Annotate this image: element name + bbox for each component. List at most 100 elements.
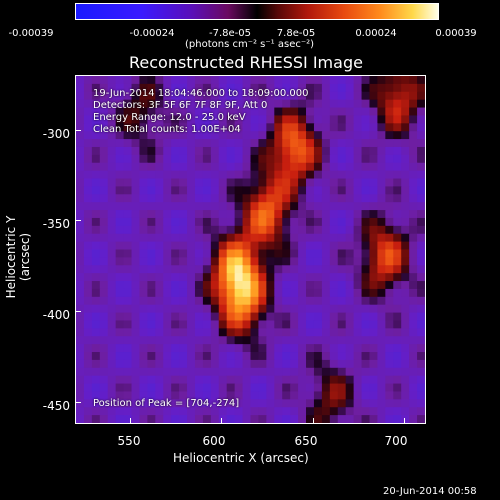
image-pixel <box>115 336 125 345</box>
image-pixel <box>194 210 204 219</box>
image-pixel <box>218 91 228 101</box>
image-pixel <box>369 312 379 322</box>
image-pixel <box>329 249 339 258</box>
image-pixel <box>337 162 347 172</box>
image-pixel <box>234 273 244 282</box>
image-pixel <box>266 162 275 172</box>
image-pixel <box>393 99 402 109</box>
image-pixel <box>115 241 125 251</box>
y-axis-label: Heliocentric Y (arcsec) <box>4 215 32 299</box>
x-tick-label: 650 <box>294 434 318 448</box>
image-pixel <box>226 328 236 337</box>
image-pixel <box>194 273 204 282</box>
image-pixel <box>76 76 85 85</box>
image-pixel <box>163 265 172 274</box>
image-pixel <box>337 91 347 101</box>
image-pixel <box>313 225 323 235</box>
image-pixel <box>274 320 283 329</box>
image-pixel <box>393 194 402 203</box>
image-pixel <box>417 336 425 345</box>
image-pixel <box>218 139 228 148</box>
image-pixel <box>171 178 180 188</box>
image-pixel <box>353 281 363 290</box>
image-pixel <box>171 233 180 243</box>
image-pixel <box>194 225 204 235</box>
image-pixel <box>210 131 220 140</box>
image-pixel <box>83 367 93 377</box>
image-pixel <box>83 99 93 109</box>
image-pixel <box>321 359 331 369</box>
x-tick-label: 600 <box>202 434 226 448</box>
image-pixel <box>409 194 418 203</box>
image-pixel <box>353 304 363 314</box>
image-pixel <box>131 375 141 385</box>
image-pixel <box>369 359 379 369</box>
image-pixel <box>242 281 252 290</box>
image-pixel <box>282 375 291 385</box>
image-pixel <box>123 249 133 258</box>
image-pixel <box>417 415 425 423</box>
image-pixel <box>218 265 228 274</box>
image-pixel <box>266 186 275 195</box>
image-pixel <box>250 76 260 85</box>
image-pixel <box>329 407 339 416</box>
image-pixel <box>385 170 394 180</box>
image-pixel <box>210 359 220 369</box>
image-pixel <box>369 170 379 180</box>
image-pixel <box>377 83 386 93</box>
image-pixel <box>91 352 101 361</box>
image-pixel <box>234 194 244 203</box>
image-pixel <box>321 304 331 314</box>
image-pixel <box>329 320 339 329</box>
image-pixel <box>123 202 133 211</box>
image-pixel <box>377 170 386 180</box>
image-pixel <box>123 83 133 93</box>
image-pixel <box>393 131 402 140</box>
image-pixel <box>282 296 291 306</box>
image-pixel <box>115 146 125 156</box>
image-pixel <box>298 99 307 109</box>
image-pixel <box>401 210 410 219</box>
image-pixel <box>306 225 315 235</box>
image-pixel <box>131 146 141 156</box>
image-pixel <box>194 265 204 274</box>
image-pixel <box>298 76 307 85</box>
image-pixel <box>385 107 394 117</box>
image-pixel <box>274 328 283 337</box>
image-pixel <box>369 344 379 353</box>
image-pixel <box>91 415 101 423</box>
y-tick-label: -400 <box>42 308 70 322</box>
image-pixel <box>147 146 156 156</box>
image-pixel <box>107 257 117 266</box>
image-pixel <box>306 178 315 188</box>
image-pixel <box>345 336 355 345</box>
image-pixel <box>99 328 109 337</box>
image-pixel <box>91 83 101 93</box>
image-pixel <box>250 241 260 251</box>
image-pixel <box>107 328 117 337</box>
image-pixel <box>250 391 260 400</box>
image-pixel <box>202 76 212 85</box>
image-pixel <box>155 233 164 243</box>
image-pixel <box>417 407 425 416</box>
image-pixel <box>91 281 101 290</box>
image-pixel <box>361 257 371 266</box>
image-pixel <box>353 367 363 377</box>
image-pixel <box>385 241 394 251</box>
image-pixel <box>298 249 307 258</box>
image-pixel <box>76 320 85 329</box>
image-pixel <box>290 194 299 203</box>
image-pixel <box>179 407 188 416</box>
image-pixel <box>202 186 212 195</box>
image-pixel <box>258 146 267 156</box>
image-pixel <box>234 257 244 266</box>
image-pixel <box>274 91 283 101</box>
image-pixel <box>91 210 101 219</box>
image-pixel <box>306 210 315 219</box>
image-pixel <box>107 273 117 282</box>
image-pixel <box>409 249 418 258</box>
image-pixel <box>163 281 172 290</box>
image-pixel <box>250 257 260 266</box>
image-pixel <box>155 225 164 235</box>
image-pixel <box>306 186 315 195</box>
